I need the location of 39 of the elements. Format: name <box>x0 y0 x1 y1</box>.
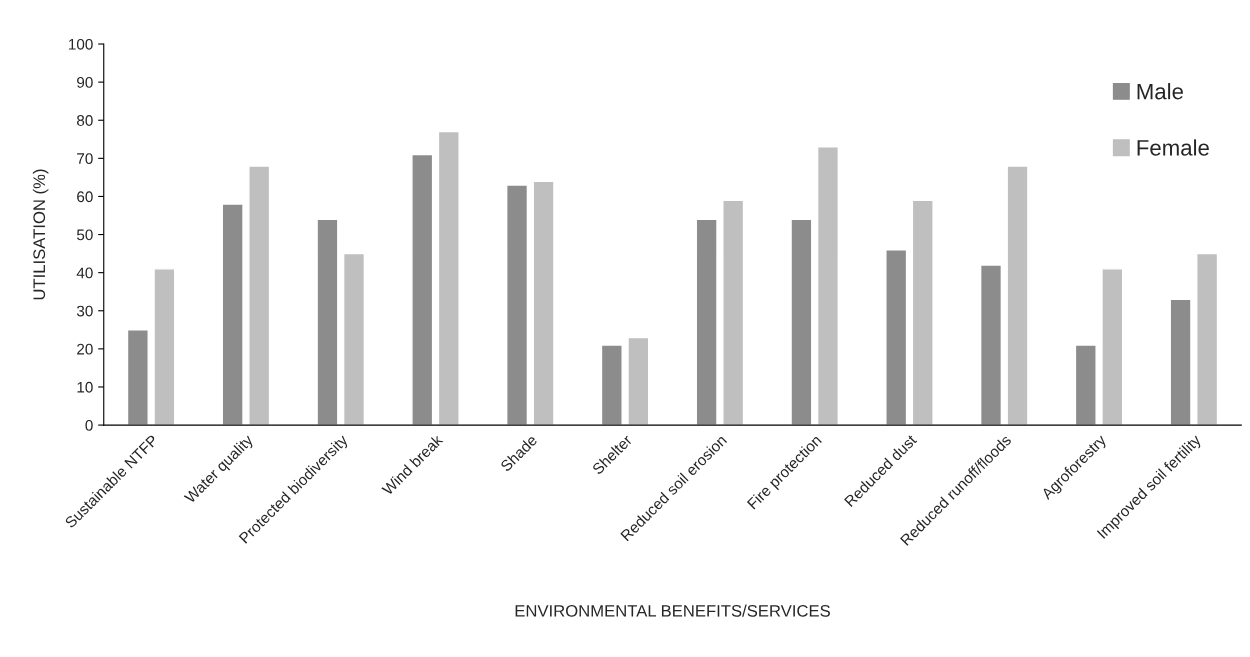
y-tick-label: 50 <box>76 229 93 241</box>
bar <box>1074 344 1097 426</box>
y-tick-label: 10 <box>77 381 93 393</box>
bar <box>532 180 555 426</box>
bar <box>221 203 244 426</box>
bar <box>911 199 934 426</box>
y-tick-label: 20 <box>77 343 93 355</box>
bar <box>153 268 176 426</box>
bar <box>627 336 650 426</box>
bar <box>316 218 339 426</box>
bar <box>1006 165 1029 426</box>
bar <box>1169 298 1192 426</box>
y-tick-label: 0 <box>85 419 93 431</box>
bar <box>979 264 1003 426</box>
y-axis-title: UTILISATION (%) <box>32 169 49 300</box>
bar <box>816 146 840 426</box>
bar <box>885 249 908 426</box>
bar <box>248 165 271 426</box>
bar <box>342 252 366 426</box>
y-tick-label: 70 <box>77 153 93 165</box>
x-axis-title: ENVIRONMENTAL BENEFITS/SERVICES <box>515 604 830 617</box>
y-tick-label: 60 <box>77 191 93 203</box>
legend-label: Male <box>1137 83 1183 100</box>
legend-label: Female <box>1137 139 1209 156</box>
y-tick-label: 90 <box>77 76 93 88</box>
bar <box>1101 268 1124 426</box>
bar <box>600 344 623 426</box>
y-tick-label: 40 <box>76 267 93 279</box>
bar <box>1196 252 1219 426</box>
bar <box>722 199 745 426</box>
bar <box>411 153 434 426</box>
bar <box>437 130 460 426</box>
y-tick-label: 80 <box>77 115 93 126</box>
y-tick-label: 30 <box>76 305 93 317</box>
bar <box>505 184 529 426</box>
y-tick-label: 100 <box>69 38 93 50</box>
bar <box>126 329 149 426</box>
bar <box>790 218 813 426</box>
bar <box>695 218 718 426</box>
